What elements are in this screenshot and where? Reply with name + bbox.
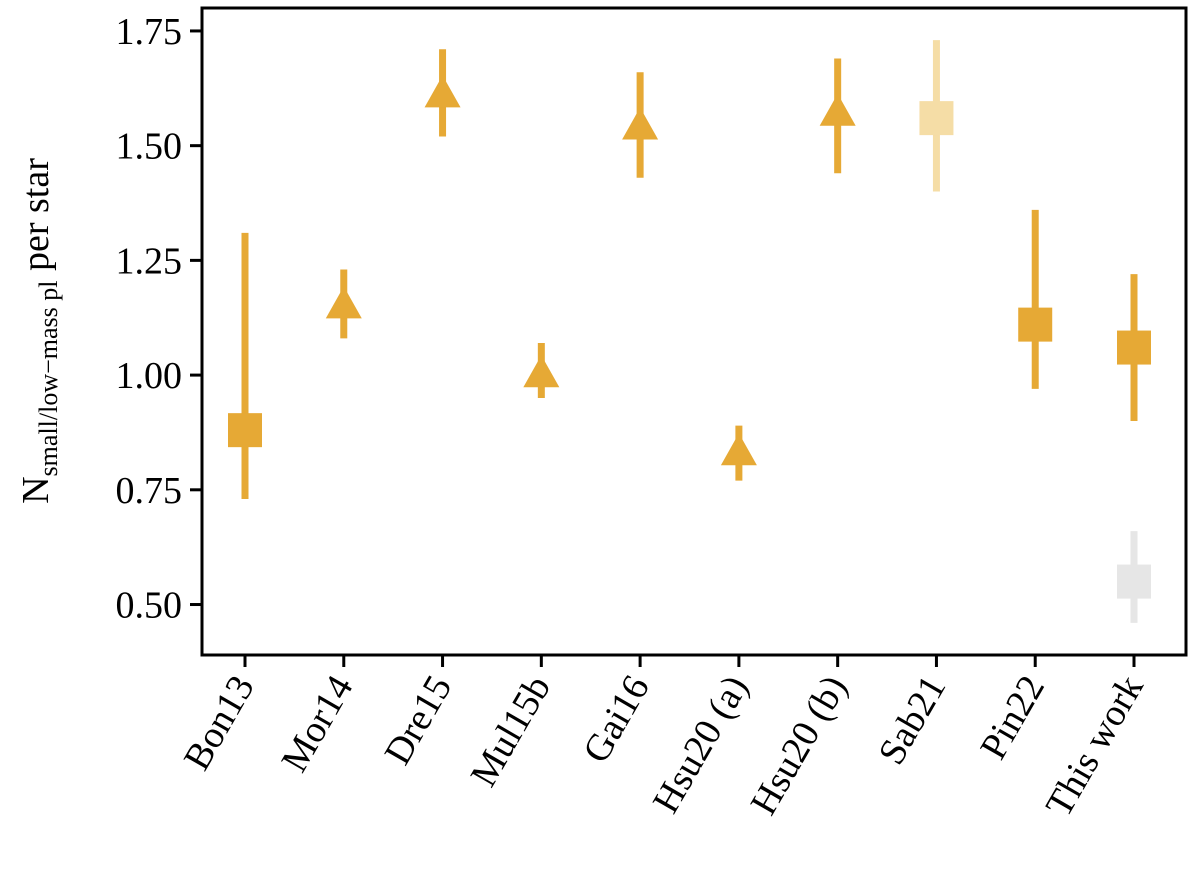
- x-tick-label: Pin22: [972, 669, 1053, 767]
- y-tick-label: 1.75: [116, 11, 183, 53]
- x-tick-label: Mul15b: [463, 669, 560, 794]
- x-tick-label: This work: [1038, 669, 1152, 824]
- x-tick-label: Dre15: [376, 669, 460, 772]
- data-point-triangle: [622, 107, 659, 140]
- y-tick-label: 1.25: [116, 240, 183, 282]
- data-point-triangle: [819, 93, 856, 126]
- x-tick-label: Hsu20 (a): [645, 669, 757, 821]
- y-axis: 0.50 0.75 1.00 1.25 1.50 1.75: [116, 11, 202, 627]
- y-axis-title: Nsmall/low−mass pl per star: [15, 158, 63, 504]
- data-point-square: [919, 101, 954, 136]
- data-point-triangle: [424, 75, 461, 108]
- y-tick-label: 1.00: [116, 355, 183, 397]
- y-axis-title-subscript: small/low−mass pl: [34, 280, 63, 476]
- x-tick-label: Gai16: [575, 669, 658, 770]
- y-axis-title-main: N: [15, 476, 57, 503]
- y-tick-label: 0.50: [116, 585, 183, 627]
- data-point-square: [1018, 307, 1053, 342]
- data-point-triangle: [325, 286, 362, 319]
- data-point-triangle: [720, 433, 757, 466]
- y-axis-title-suffix: per star: [15, 158, 57, 281]
- data-point-triangle: [523, 355, 560, 388]
- x-tick-label: Bon13: [176, 669, 263, 778]
- x-tick-label: Sab21: [870, 669, 954, 772]
- x-tick-label: Hsu20 (b): [743, 669, 856, 823]
- data-marks: [228, 40, 1151, 623]
- x-tick-label: Mor14: [273, 669, 361, 780]
- plot-frame: [200, 6, 1188, 657]
- data-point-square: [228, 413, 262, 448]
- data-point-square: [1117, 330, 1151, 365]
- y-tick-label: 0.75: [116, 470, 183, 512]
- y-tick-label: 1.50: [116, 126, 183, 168]
- data-point-square: [1117, 564, 1151, 599]
